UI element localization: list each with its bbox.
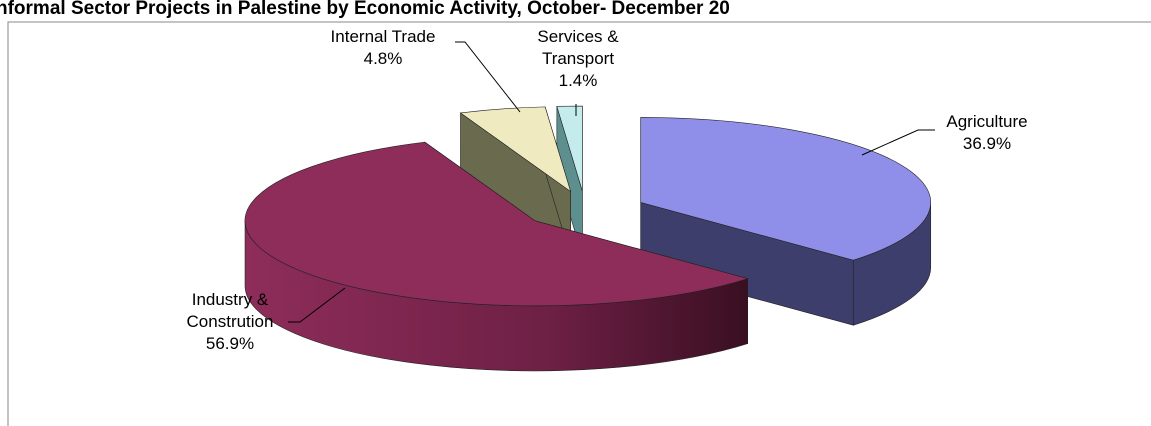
leader-line <box>455 41 521 113</box>
category-label: Industry & Constrution <box>187 290 274 331</box>
label-line: Transport <box>542 49 614 68</box>
leader-line <box>288 287 346 323</box>
value-label: 4.8% <box>364 49 403 68</box>
chart-title: nformal Sector Projects in Palestine by … <box>0 0 730 19</box>
value-label: 36.9% <box>963 134 1011 153</box>
category-label: Services & Transport <box>537 27 619 68</box>
category-label: Agriculture <box>946 112 1027 131</box>
value-label: 1.4% <box>559 71 598 90</box>
slice <box>244 141 749 307</box>
slice <box>459 106 572 193</box>
label-line: Industry & <box>192 290 269 309</box>
leader-line <box>861 129 935 156</box>
label-line: Constrution <box>187 312 274 331</box>
category-label: Internal Trade <box>331 27 436 46</box>
label-line: Services & <box>537 27 619 46</box>
slice <box>556 105 583 192</box>
value-label: 56.9% <box>206 334 254 353</box>
frame <box>7 21 1151 426</box>
slice <box>640 117 931 261</box>
